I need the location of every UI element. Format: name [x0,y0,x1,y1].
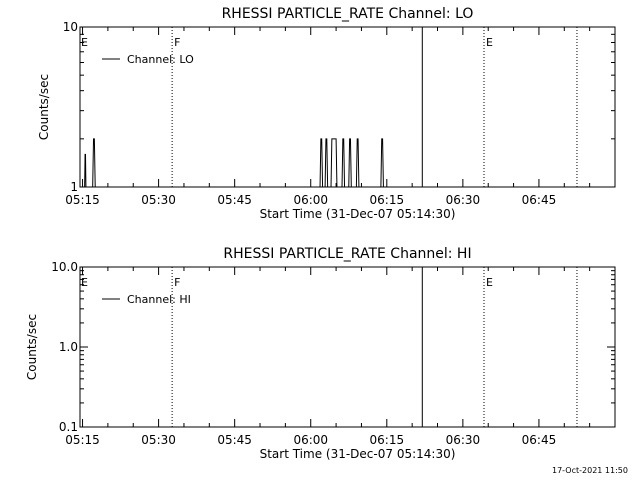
event-label: F [174,36,180,49]
x-tick-label: 06:45 [522,433,557,447]
edge-event-label: E [81,276,88,289]
y-tick-label: 1 [70,180,78,194]
y-tick-label: 10.0 [51,260,78,274]
x-tick-label: 06:45 [522,193,557,207]
x-tick-label: 05:45 [217,193,252,207]
series-line [80,138,615,188]
x-tick-label: 05:15 [65,193,100,207]
y-tick-label: 10 [63,20,78,34]
panel-2: RHESSI PARTICLE_RATE Channel: HI 0.1 1.0 10… [25,246,616,461]
x-tick-label: 06:15 [370,193,405,207]
x-tick-label: 05:15 [65,433,100,447]
x-tick-label: 06:00 [293,433,328,447]
plot-frame [79,266,616,428]
x-tick-label: 06:30 [446,433,481,447]
footer-timestamp: 17-Oct-2021 11:50 [552,466,628,475]
x-tick-label: 06:30 [446,193,481,207]
y-tick-label: 0.1 [59,420,78,434]
y-axis-label: Counts/sec [25,314,39,380]
x-tick-label: 05:45 [217,433,252,447]
x-axis-label: Start Time (31-Dec-07 05:14:30) [260,207,456,221]
event-label: E [486,36,493,49]
plot-frame [79,26,616,188]
x-tick-label: 06:00 [293,193,328,207]
legend-label: Channel: HI [127,293,191,306]
x-tick-label: 06:15 [370,433,405,447]
y-axis-label: Counts/sec [37,74,51,140]
event-label: F [174,276,180,289]
x-tick-label: 05:30 [141,433,176,447]
y-tick-label: 1.0 [59,340,78,354]
legend-label: Channel: LO [127,53,194,66]
x-axis-label: Start Time (31-Dec-07 05:14:30) [260,447,456,461]
edge-event-label: E [81,36,88,49]
event-label: E [486,276,493,289]
chart-title: RHESSI PARTICLE_RATE Channel: LO [222,6,474,22]
panel-1: RHESSI PARTICLE_RATE Channel: LO 1 10 05:15… [37,6,616,221]
chart-title: RHESSI PARTICLE_RATE Channel: HI [223,246,471,262]
x-tick-label: 05:30 [141,193,176,207]
